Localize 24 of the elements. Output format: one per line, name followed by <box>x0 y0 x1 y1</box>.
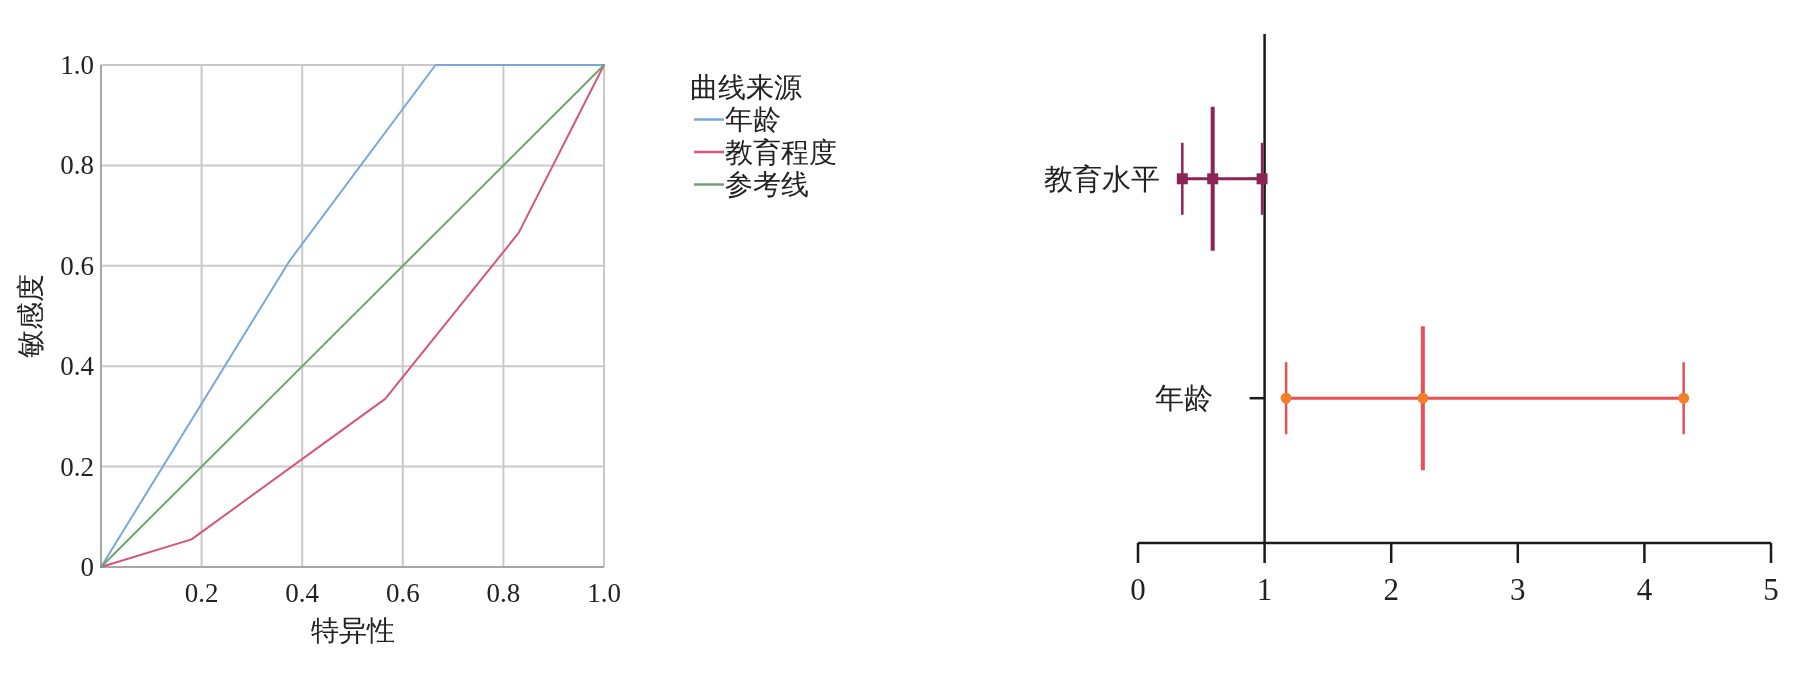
x-tick-label: 5 <box>1763 571 1779 607</box>
y-tick-label: 0 <box>80 552 94 582</box>
legend-label: 教育程度 <box>725 136 837 168</box>
x-tick-label: 0.6 <box>385 578 420 608</box>
y-axis-title: 敏感度 <box>14 274 46 358</box>
x-tick-label: 0.4 <box>285 578 320 608</box>
x-axis-title: 特异性 <box>310 614 395 646</box>
legend-label: 参考线 <box>725 169 809 200</box>
x-tick-label: 2 <box>1383 571 1399 607</box>
y-tick-label: 0.6 <box>60 250 94 281</box>
legend-label: 年龄 <box>725 104 781 135</box>
x-tick-label: 0.8 <box>486 578 521 608</box>
legend-title: 曲线来源 <box>690 71 802 103</box>
y-tick-label: 教育水平 <box>1044 162 1161 195</box>
y-tick-label: 0.8 <box>60 150 94 181</box>
y-tick-label: 0.4 <box>60 351 95 382</box>
y-tick-label: 0.2 <box>60 451 94 482</box>
x-tick-label: 1 <box>1256 571 1273 607</box>
x-tick-label: 1.0 <box>587 578 621 608</box>
x-tick-label: 0.2 <box>184 578 219 608</box>
x-tick-label: 0 <box>1130 571 1146 607</box>
x-tick-label: 3 <box>1510 571 1526 607</box>
x-tick-label: 4 <box>1636 571 1653 607</box>
y-tick-label: 1.0 <box>60 50 94 80</box>
